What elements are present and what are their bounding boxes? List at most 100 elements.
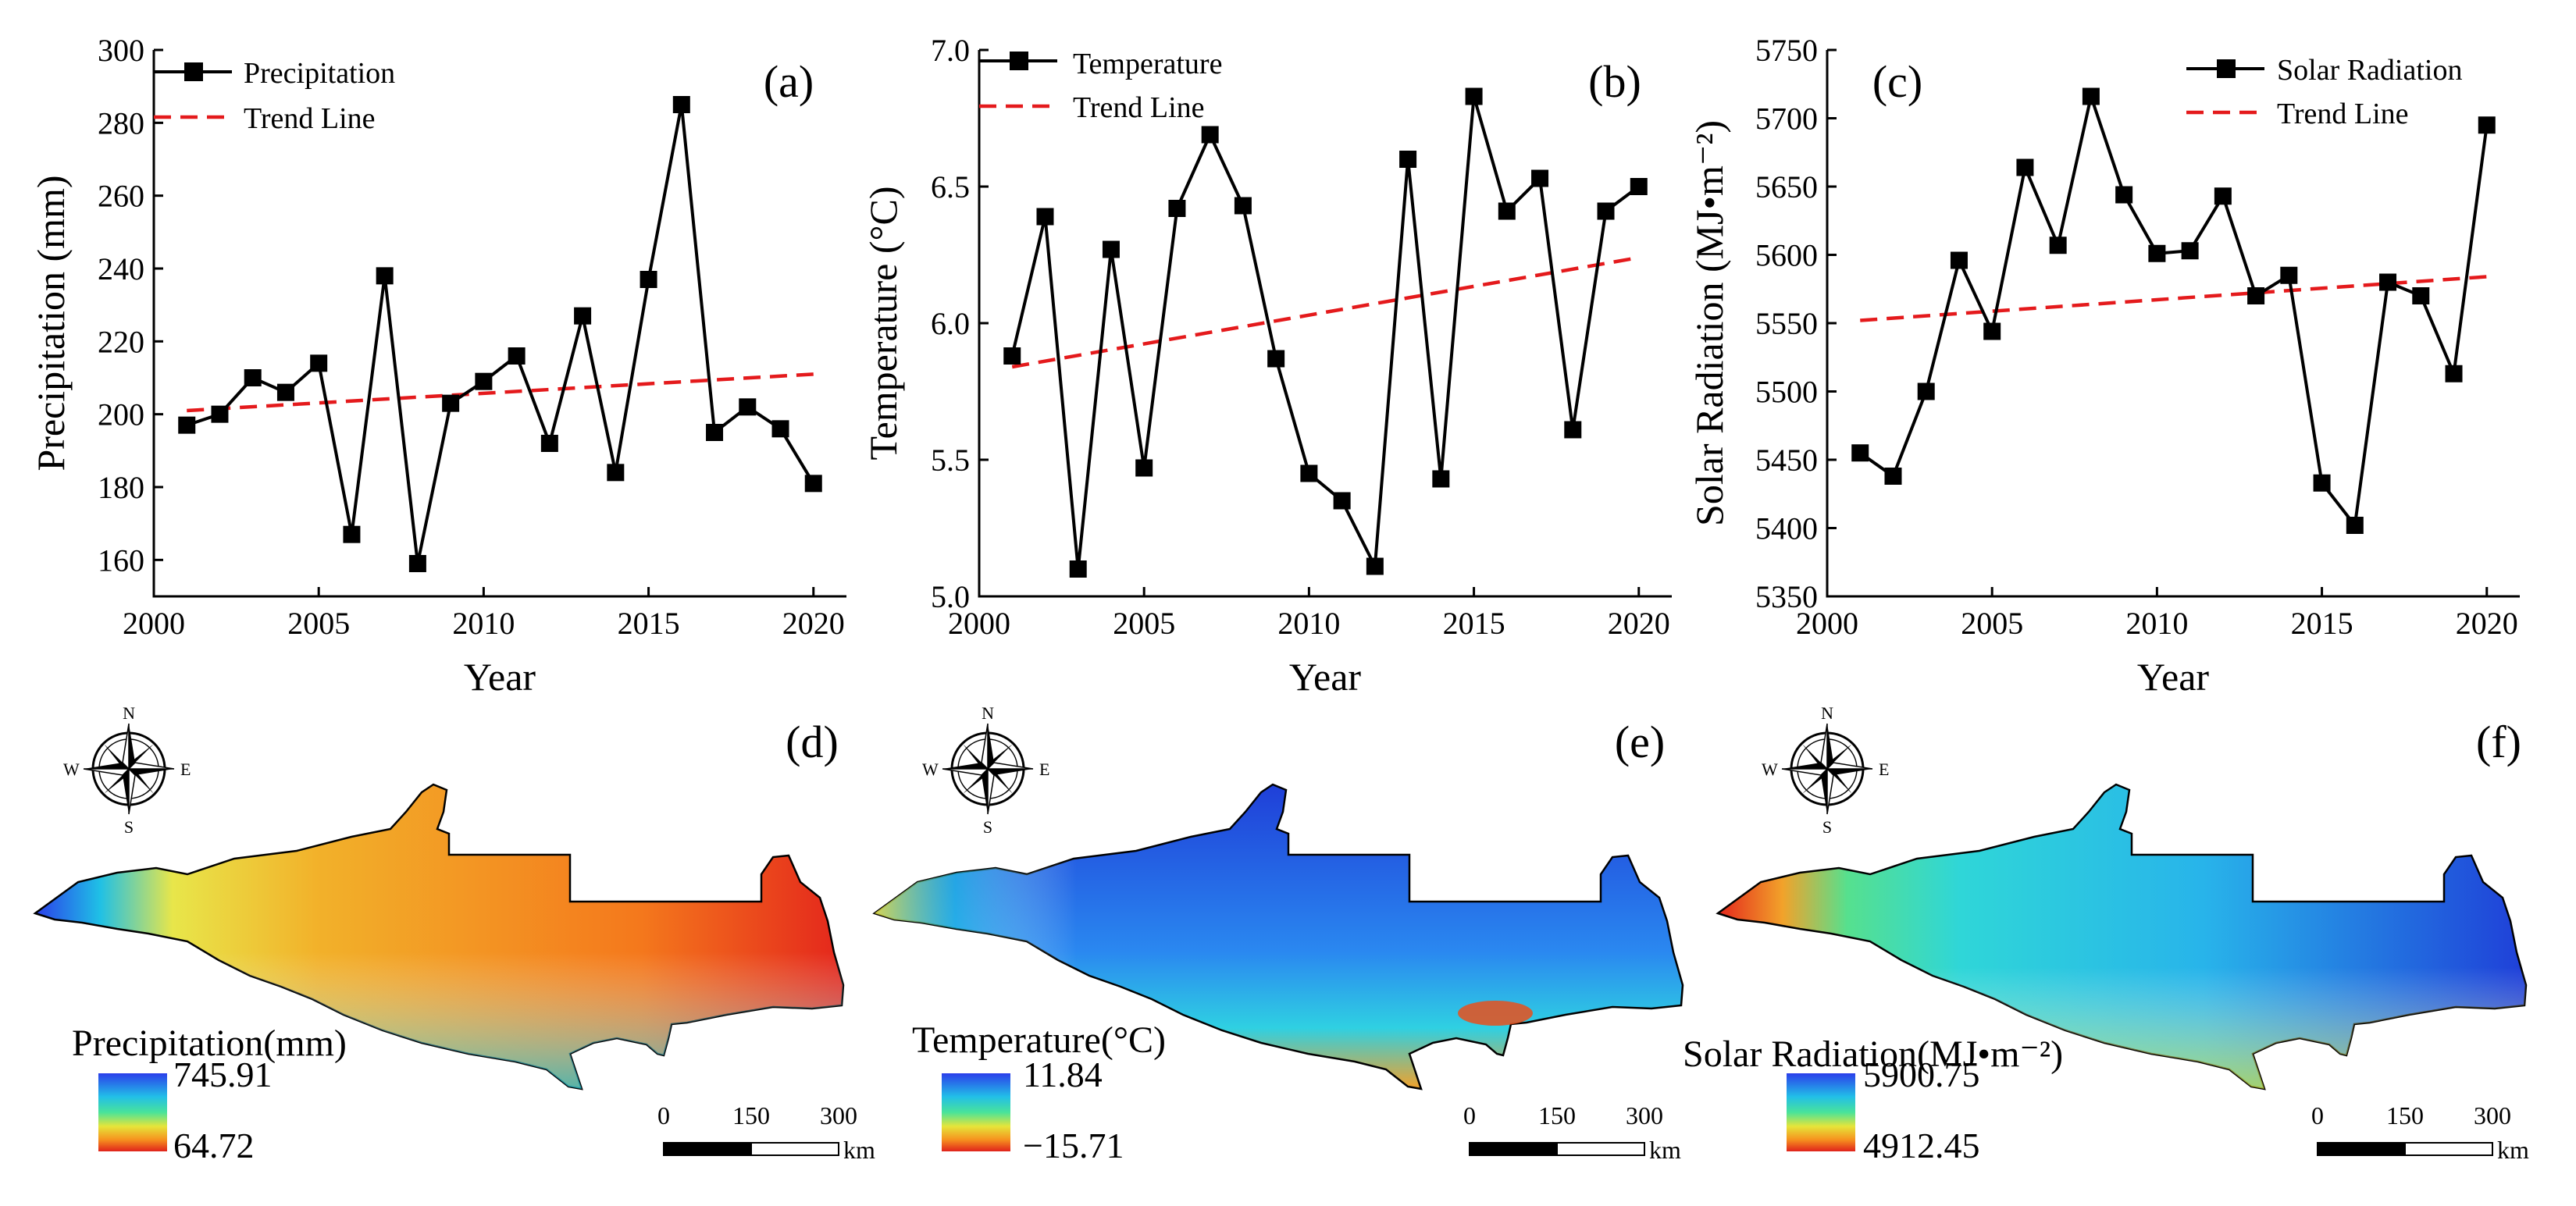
compass-west: W (1762, 760, 1778, 779)
region-map (33, 783, 845, 1090)
y-tick-label: 6.0 (931, 306, 970, 341)
x-tick-label: 2010 (2125, 606, 2188, 641)
panel-label: (e) (1615, 717, 1665, 767)
data-point (540, 435, 558, 452)
data-point (1069, 560, 1087, 578)
data-point (2247, 287, 2265, 304)
data-point (2214, 187, 2232, 205)
x-tick-label: 2000 (1796, 606, 1858, 641)
north-arrow: N S E W (1762, 703, 1889, 837)
map-solar-radiation: (f) N S E W Solar Radiation(MJ•m⁻²) 5900… (1683, 703, 2529, 1165)
y-tick-label: 5.0 (931, 579, 970, 614)
region-map (1716, 783, 2528, 1090)
scale-tick-300: 300 (1626, 1101, 1663, 1130)
legend-trend-label: Trend Line (1073, 91, 1205, 124)
scale-tick-300: 300 (820, 1101, 857, 1130)
data-point (1036, 208, 1054, 226)
x-tick-label: 2005 (287, 606, 350, 641)
data-point (1983, 322, 2001, 340)
scale-unit: km (1649, 1136, 1681, 1164)
x-tick-label: 2020 (782, 606, 845, 641)
data-point (1300, 464, 1318, 482)
legend-series-label: Precipitation (244, 57, 395, 90)
y-tick-label: 5650 (1755, 169, 1818, 205)
x-axis-title: Year (464, 655, 536, 699)
chart-precipitation: Precipitation (mm) Year (a) Precipitatio… (29, 33, 846, 699)
data-point (739, 398, 757, 416)
series-line (1859, 91, 2489, 529)
data-point (771, 420, 789, 438)
data-point (1884, 468, 1902, 485)
data-point (276, 383, 294, 401)
data-point (1102, 240, 1120, 258)
panel-label: (b) (1588, 56, 1641, 107)
scale-tick-150: 150 (732, 1101, 770, 1130)
compass-east: E (1879, 760, 1889, 779)
data-point (2478, 116, 2496, 134)
scale-tick-0: 0 (2311, 1101, 2324, 1130)
north-arrow: N S E W (922, 703, 1049, 837)
warm-basin-patch (1458, 1001, 1533, 1026)
scale-segment-light (750, 1142, 839, 1156)
data-point (1333, 492, 1351, 510)
data-point (2115, 186, 2133, 204)
data-point (1531, 169, 1549, 187)
x-tick-label: 2000 (948, 606, 1010, 641)
legend-series-label: Temperature (1073, 48, 1222, 80)
data-point (211, 405, 229, 423)
data-point (1498, 202, 1516, 220)
data-point (672, 96, 690, 113)
region-map (872, 783, 1684, 1090)
colorbar-title: Solar Radiation(MJ•m⁻²) (1683, 1033, 2063, 1075)
y-tick-label: 5450 (1755, 443, 1818, 478)
legend-series-marker (2217, 59, 2236, 78)
map-precipitation: (d) N S E W Precipitation(mm) 745.91 64.… (33, 703, 875, 1165)
y-tick-label: 5400 (1755, 511, 1818, 546)
data-point (343, 525, 361, 543)
data-point (310, 354, 328, 372)
y-tick-label: 280 (98, 105, 144, 141)
y-axis-title: Precipitation (mm) (29, 175, 73, 471)
data-point (2379, 273, 2397, 291)
plot-frame (1826, 50, 2520, 598)
data-point (706, 424, 724, 441)
y-tick-label: 5500 (1755, 375, 1818, 410)
panel-label: (a) (764, 56, 814, 107)
legend-trend-label: Trend Line (2277, 98, 2409, 130)
compass-west: W (63, 760, 80, 779)
colorbar (98, 1073, 167, 1151)
x-tick-label: 2005 (1961, 606, 2023, 641)
data-point (2445, 365, 2463, 382)
data-point (408, 555, 426, 572)
data-point (1630, 178, 1648, 195)
data-point (2082, 87, 2100, 105)
legend-series-marker (184, 62, 203, 81)
series-line (1010, 95, 1640, 572)
legend: Precipitation Trend Line (154, 57, 395, 135)
data-point (2148, 244, 2166, 262)
y-tick-label: 240 (98, 251, 144, 286)
data-point (2280, 266, 2298, 284)
data-point (607, 464, 625, 482)
x-tick-label: 2000 (123, 606, 185, 641)
data-point (244, 369, 262, 386)
colorbar-max-label: 745.91 (173, 1055, 273, 1094)
scale-tick-150: 150 (2386, 1101, 2424, 1130)
scale-unit: km (843, 1136, 875, 1164)
y-tick-label: 5350 (1755, 579, 1818, 614)
series-line (186, 104, 815, 564)
x-tick-label: 2020 (2456, 606, 2518, 641)
data-point (804, 475, 822, 493)
north-arrow: N S E W (63, 703, 191, 837)
scale-bar: 0 150 300 km (657, 1101, 875, 1164)
data-point (508, 347, 526, 365)
x-tick-label: 2010 (452, 606, 515, 641)
legend: Temperature Trend Line (979, 48, 1222, 124)
legend-series-marker (1010, 52, 1028, 70)
x-tick-label: 2015 (618, 606, 680, 641)
data-point (1234, 197, 1252, 215)
colorbar-max-label: 11.84 (1023, 1055, 1103, 1094)
colorbar-min-label: −15.71 (1023, 1126, 1124, 1165)
data-point (1003, 347, 1021, 365)
compass-north: N (1821, 703, 1833, 723)
